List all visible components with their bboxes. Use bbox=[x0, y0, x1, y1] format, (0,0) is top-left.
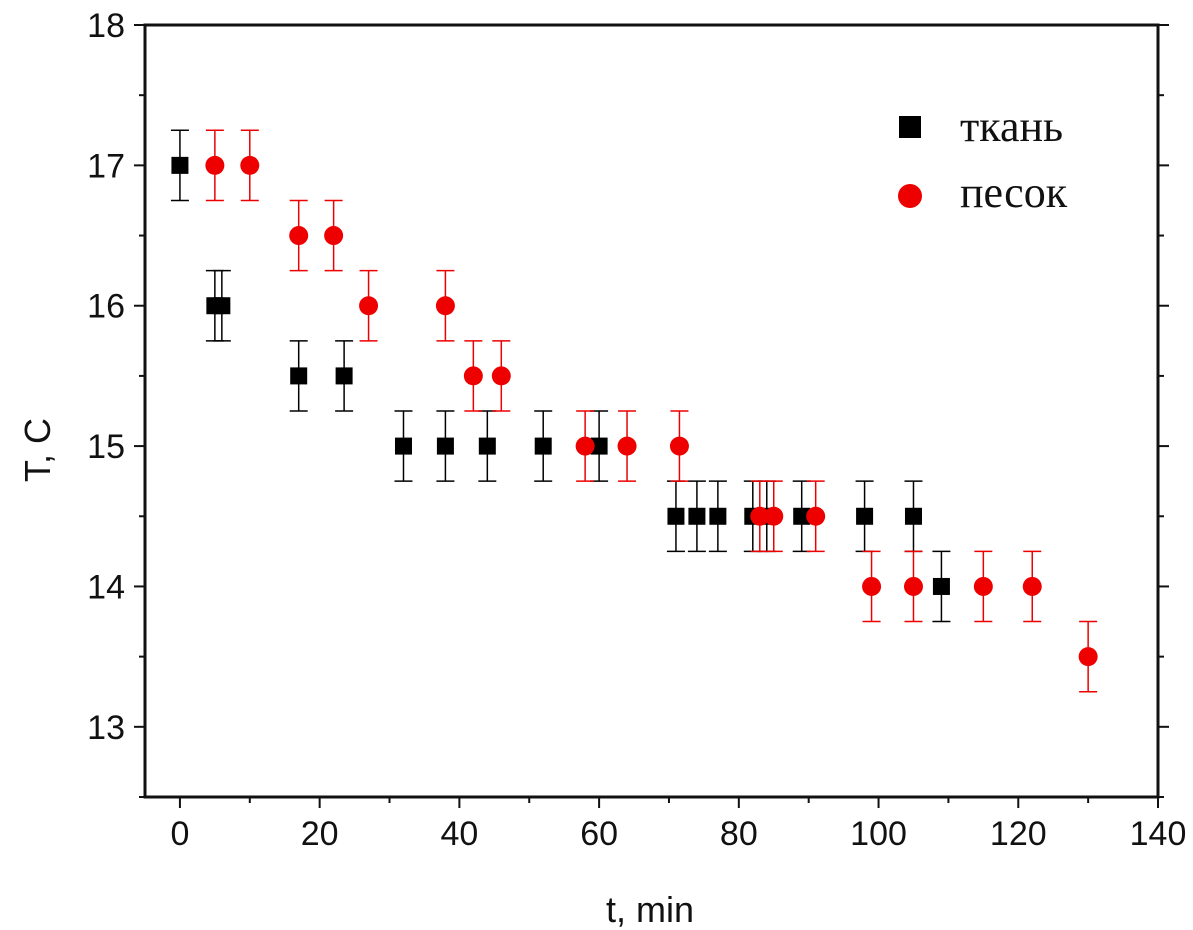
data-point-square bbox=[436, 437, 454, 455]
y-tick-label: 15 bbox=[87, 428, 125, 466]
data-point-square bbox=[290, 367, 308, 385]
data-point-circle bbox=[750, 506, 770, 526]
y-axis: 13 14 15 16 17 18 bbox=[87, 7, 1169, 798]
y-tick-label: 18 bbox=[87, 7, 125, 45]
legend-marker-circle bbox=[898, 184, 922, 208]
data-point-circle bbox=[669, 436, 689, 456]
y-axis-title: T, C bbox=[17, 418, 58, 482]
data-point-circle bbox=[617, 436, 637, 456]
data-point-square bbox=[667, 507, 685, 525]
legend: ткань песок bbox=[898, 102, 1068, 217]
y-tick-label: 14 bbox=[87, 568, 125, 606]
data-point-square bbox=[793, 507, 811, 525]
y-tick-label: 17 bbox=[87, 147, 125, 185]
plot-frame bbox=[143, 23, 1160, 799]
legend-label: ткань bbox=[960, 102, 1063, 151]
data-point-square bbox=[709, 507, 727, 525]
x-tick-label: 100 bbox=[850, 815, 907, 853]
data-point-square bbox=[534, 437, 552, 455]
data-point-circle bbox=[463, 366, 483, 386]
data-point-circle bbox=[205, 155, 225, 175]
y-tick-label: 16 bbox=[87, 288, 125, 326]
data-point-square bbox=[856, 507, 874, 525]
plot-area bbox=[143, 23, 1160, 799]
data-point-circle bbox=[1078, 647, 1098, 667]
data-point-circle bbox=[903, 576, 923, 596]
x-axis-title: t, min bbox=[606, 889, 694, 930]
data-point-circle bbox=[324, 226, 344, 246]
data-point-square bbox=[932, 577, 950, 595]
data-point-square bbox=[171, 156, 189, 174]
legend-marker-square bbox=[899, 116, 921, 138]
data-point-square bbox=[335, 367, 353, 385]
data-point-square bbox=[590, 437, 608, 455]
data-point-circle bbox=[240, 155, 260, 175]
data-point-circle bbox=[491, 366, 511, 386]
y-tick-label: 13 bbox=[87, 709, 125, 747]
x-tick-label: 20 bbox=[301, 815, 339, 853]
x-tick-label: 40 bbox=[440, 815, 478, 853]
data-point-square bbox=[394, 437, 412, 455]
x-tick-label: 80 bbox=[720, 815, 758, 853]
x-tick-label: 0 bbox=[170, 815, 189, 853]
data-point-circle bbox=[1022, 576, 1042, 596]
x-axis: 0 20 40 60 80 100 120 140 bbox=[170, 797, 1186, 853]
data-point-circle bbox=[806, 506, 826, 526]
data-point-circle bbox=[575, 436, 595, 456]
data-point-square bbox=[904, 507, 922, 525]
data-point-circle bbox=[289, 226, 309, 246]
data-point-circle bbox=[359, 296, 379, 316]
data-point-circle bbox=[764, 506, 784, 526]
data-point-square bbox=[688, 507, 706, 525]
x-tick-label: 120 bbox=[990, 815, 1047, 853]
data-point-circle bbox=[435, 296, 455, 316]
x-tick-label: 60 bbox=[580, 815, 618, 853]
x-tick-label: 140 bbox=[1130, 815, 1187, 853]
legend-label: песок bbox=[960, 168, 1068, 217]
data-point-square bbox=[213, 297, 231, 315]
data-point-circle bbox=[973, 576, 993, 596]
data-point-circle bbox=[862, 576, 882, 596]
data-point-square bbox=[478, 437, 496, 455]
data-marks bbox=[170, 129, 1098, 693]
